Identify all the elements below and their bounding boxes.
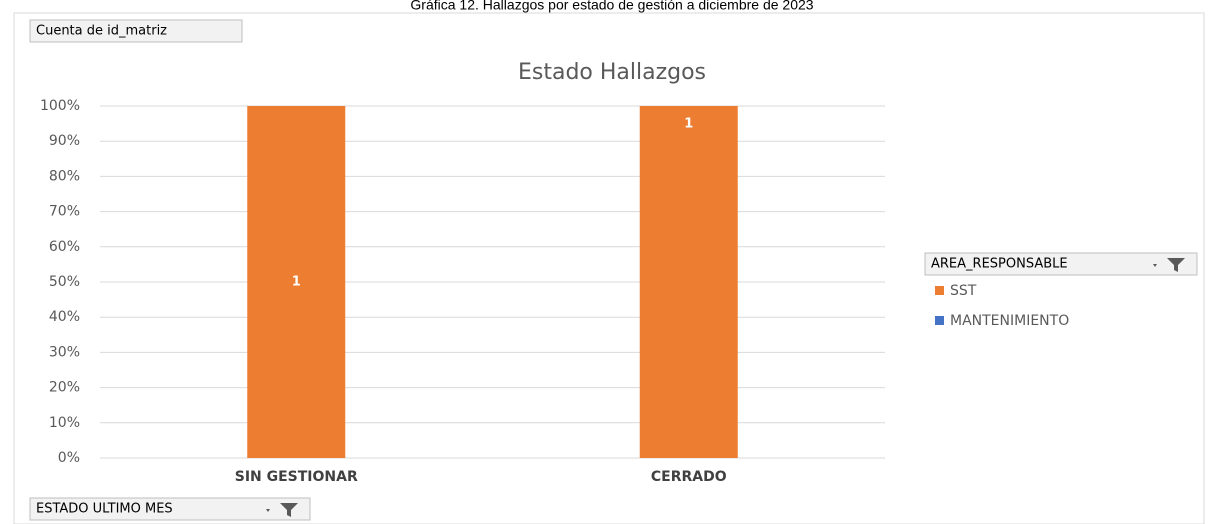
chart-title: Estado Hallazgos bbox=[518, 60, 706, 85]
filter-icon bbox=[266, 503, 298, 517]
y-tick-label: 50% bbox=[49, 274, 80, 290]
y-tick-label: 0% bbox=[58, 450, 80, 466]
y-tick-label: 20% bbox=[49, 380, 80, 396]
y-tick-label: 10% bbox=[49, 415, 80, 431]
legend-swatch bbox=[935, 286, 944, 295]
legend-swatch bbox=[935, 316, 944, 325]
y-tick-label: 90% bbox=[49, 133, 80, 149]
y-tick-label: 100% bbox=[40, 98, 80, 114]
x-tick-label: CERRADO bbox=[651, 469, 727, 485]
legend-label: SST bbox=[950, 283, 977, 299]
field-button[interactable] bbox=[29, 497, 311, 521]
field-button-label: AREA_RESPONSABLE bbox=[931, 257, 1068, 272]
legend-label: MANTENIMIENTO bbox=[950, 313, 1069, 329]
data-label: 1 bbox=[684, 117, 693, 132]
chart-frame bbox=[13, 12, 1205, 524]
y-tick-label: 80% bbox=[49, 168, 80, 184]
bar bbox=[639, 106, 738, 458]
data-label: 1 bbox=[292, 275, 301, 290]
y-tick-label: 30% bbox=[49, 344, 80, 360]
x-tick-label: SIN GESTIONAR bbox=[235, 469, 358, 485]
filter-icon bbox=[1153, 258, 1185, 272]
y-tick-label: 70% bbox=[49, 204, 80, 220]
y-tick-label: 40% bbox=[49, 309, 80, 325]
caption: Gráfica 12. Hallazgos por estado de gest… bbox=[410, 0, 813, 13]
y-tick-label: 60% bbox=[49, 239, 80, 255]
field-button-label: Cuenta de id_matriz bbox=[36, 24, 167, 39]
bar bbox=[247, 106, 346, 458]
field-button[interactable] bbox=[924, 252, 1198, 276]
field-button-label: ESTADO ULTIMO MES bbox=[36, 502, 173, 517]
field-button[interactable] bbox=[29, 19, 243, 43]
